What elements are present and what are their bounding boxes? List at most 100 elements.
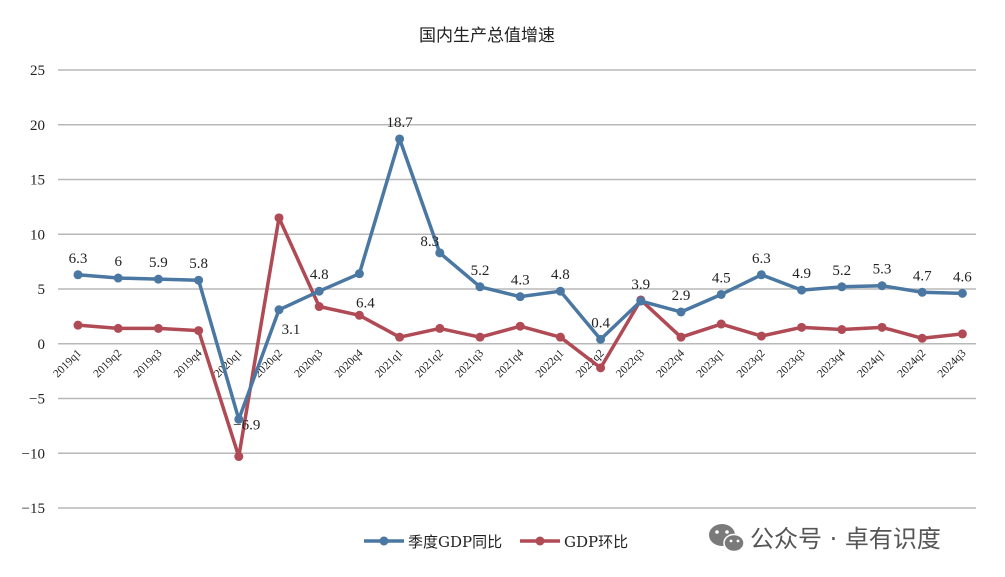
x-tick-label: 2020q4 (333, 347, 366, 380)
watermark: 公众号 · 卓有识度 (709, 524, 941, 553)
data-label-yoy: 0.4 (591, 315, 610, 331)
data-point-qoq (676, 332, 686, 342)
legend: 季度GDP同比 GDP环比 (364, 533, 628, 551)
legend-label-yoy: 季度GDP同比 (408, 533, 502, 551)
data-label-yoy: 6.4 (356, 296, 375, 312)
data-label-yoy: 6.3 (752, 251, 771, 267)
watermark-text: 公众号 · 卓有识度 (750, 525, 941, 553)
data-point-qoq (354, 310, 364, 320)
x-tick-label: 2019q1 (51, 347, 84, 380)
data-point-qoq (314, 302, 324, 312)
y-tick-label: 25 (30, 63, 45, 79)
data-point-yoy (475, 282, 485, 292)
data-point-yoy (113, 273, 123, 283)
x-tick-label: 2022q4 (654, 347, 687, 380)
data-labels: 6.3 6 5.9 5.8 −6.9 3.1 4.8 6.4 18.7 8.3 5.2 4.3 4.8 0… (69, 115, 973, 433)
data-label-yoy: 6.3 (69, 251, 88, 267)
series-line-qoq (77, 216, 963, 459)
y-tick-label: 20 (30, 118, 45, 134)
data-point-yoy (314, 286, 324, 296)
data-point-yoy (354, 269, 364, 279)
y-tick-label: 0 (38, 337, 46, 353)
data-point-yoy (676, 307, 686, 317)
data-label-yoy: 5.2 (471, 263, 490, 279)
data-point-yoy (153, 274, 163, 284)
data-point-qoq (234, 452, 244, 462)
data-point-yoy (73, 270, 83, 280)
data-point-yoy (716, 289, 726, 299)
y-tick-label: 10 (30, 227, 45, 243)
x-tick-label: 2022q1 (534, 347, 567, 380)
data-label-yoy: 4.6 (953, 269, 972, 285)
data-label-yoy: −6.9 (233, 417, 260, 433)
x-tick-label: 2021q2 (413, 347, 446, 380)
data-point-yoy (756, 270, 766, 280)
data-point-qoq (837, 325, 847, 335)
data-point-qoq (756, 331, 766, 341)
legend-marker-qoq (535, 536, 545, 546)
data-label-yoy: 5.3 (873, 262, 892, 278)
legend-item-qoq: GDP环比 (520, 533, 628, 551)
data-label-yoy: 4.8 (551, 267, 570, 283)
x-tick-label: 2023q1 (694, 347, 727, 380)
y-tick-label: −5 (29, 392, 45, 408)
x-tick-label: 2021q1 (373, 347, 406, 380)
legend-item-yoy: 季度GDP同比 (364, 533, 502, 551)
data-point-yoy (636, 296, 646, 306)
data-label-yoy: 8.3 (420, 234, 439, 250)
data-point-yoy (274, 305, 284, 315)
data-point-qoq (194, 326, 204, 336)
data-label-yoy: 4.3 (511, 273, 530, 289)
data-point-yoy (957, 288, 967, 298)
data-point-yoy (515, 292, 525, 302)
chart-title: 国内生产总值增速 (419, 26, 555, 46)
x-tick-label: 2020q3 (292, 347, 325, 380)
data-label-yoy: 3.9 (631, 277, 650, 293)
data-point-qoq (435, 323, 445, 333)
data-label-yoy: 6 (114, 254, 122, 270)
data-point-yoy (917, 287, 927, 297)
data-label-yoy: 4.5 (712, 270, 731, 286)
series-points (73, 134, 967, 462)
x-tick-label: 2022q3 (614, 347, 647, 380)
data-label-yoy: 5.2 (832, 263, 851, 279)
y-tick-label: −10 (22, 446, 45, 462)
data-label-yoy: 5.8 (189, 256, 208, 272)
data-label-yoy: 18.7 (386, 115, 413, 131)
y-tick-label: 15 (30, 173, 45, 189)
data-point-yoy (555, 286, 565, 296)
data-point-yoy (234, 414, 244, 424)
data-point-qoq (515, 321, 525, 331)
data-point-qoq (153, 323, 163, 333)
data-point-qoq (395, 332, 405, 342)
data-point-yoy (877, 281, 887, 291)
x-tick-label: 2023q3 (775, 347, 808, 380)
data-point-qoq (716, 319, 726, 329)
x-tick-label: 2024q3 (936, 347, 969, 380)
data-label-yoy: 2.9 (672, 288, 691, 304)
y-tick-label: −15 (22, 501, 45, 517)
x-tick-label: 2023q4 (815, 347, 848, 380)
x-tick-label: 2024q1 (855, 347, 888, 380)
data-label-yoy: 4.8 (310, 267, 329, 283)
data-point-qoq (917, 333, 927, 343)
x-tick-label: 2019q2 (91, 347, 124, 380)
data-point-qoq (797, 322, 807, 332)
x-tick-label: 2021q4 (493, 347, 526, 380)
data-point-qoq (957, 329, 967, 339)
data-point-qoq (555, 332, 565, 342)
x-tick-label: 2021q3 (453, 347, 486, 380)
data-point-qoq (73, 320, 83, 330)
y-axis: 25 20 15 10 5 0 −5 −10 −15 (22, 63, 45, 517)
data-label-yoy: 5.9 (149, 255, 168, 271)
data-point-qoq (596, 363, 606, 373)
gridlines (58, 69, 976, 509)
x-tick-label: 2023q2 (735, 347, 768, 380)
data-point-qoq (475, 332, 485, 342)
y-tick-label: 5 (38, 282, 46, 298)
legend-label-qoq: GDP环比 (564, 533, 628, 551)
data-point-yoy (194, 275, 204, 285)
data-point-yoy (797, 285, 807, 295)
x-tick-label: 2019q4 (172, 347, 205, 380)
